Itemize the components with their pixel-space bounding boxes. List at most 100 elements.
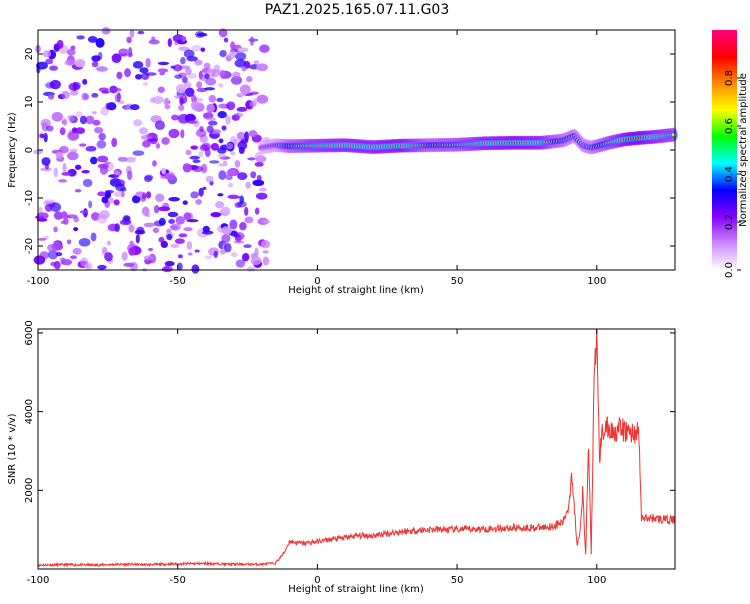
noise-blob — [177, 254, 183, 259]
y-tick-label: 6000 — [24, 320, 35, 345]
noise-blob — [168, 218, 175, 224]
noise-blob — [106, 240, 111, 246]
noise-blob — [168, 128, 180, 139]
noise-blob — [211, 69, 220, 78]
noise-blob — [50, 202, 62, 212]
noise-blob — [226, 142, 234, 150]
noise-blob — [37, 237, 47, 241]
noise-blob — [72, 127, 78, 133]
noise-blob — [101, 196, 109, 204]
noise-blob — [45, 125, 54, 132]
noise-blob — [91, 93, 99, 98]
noise-blob — [140, 134, 153, 140]
y-tick-label: 4000 — [24, 399, 35, 424]
noise-blob — [200, 47, 206, 52]
noise-blob — [79, 143, 87, 147]
noise-blob — [170, 65, 176, 69]
x-tick-label: 0 — [314, 276, 320, 287]
noise-blob — [91, 61, 99, 68]
noise-blob — [218, 83, 224, 88]
noise-blob — [139, 67, 149, 74]
noise-blob — [97, 163, 109, 169]
noise-blob — [195, 199, 202, 205]
noise-blob — [85, 115, 95, 125]
noise-blob — [111, 137, 118, 148]
noise-blob — [168, 196, 180, 202]
noise-blob — [96, 66, 108, 72]
noise-blob — [72, 247, 82, 255]
noise-blob — [133, 119, 143, 127]
noise-blob — [244, 206, 249, 217]
noise-blob — [174, 94, 186, 99]
snr-x-label: Height of straight line (km) — [288, 584, 424, 595]
noise-blob — [40, 118, 51, 128]
noise-blob — [192, 159, 201, 164]
noise-blob — [184, 81, 192, 88]
noise-blob — [120, 191, 125, 198]
noise-blob — [247, 157, 256, 161]
noise-blob — [246, 266, 256, 272]
spectrogram-x-ticks: -100 -50 0 50 100 — [27, 30, 606, 287]
noise-blob — [74, 188, 82, 193]
snr-series-line — [37, 328, 675, 568]
noise-blob — [145, 191, 152, 199]
noise-blob — [248, 130, 258, 138]
noise-blob — [145, 57, 151, 68]
noise-blob — [119, 48, 130, 54]
noise-blob — [85, 145, 97, 152]
x-tick-label: -100 — [27, 276, 50, 287]
noise-blob — [210, 211, 222, 218]
noise-blob — [61, 171, 72, 176]
spectrogram-x-label: Height of straight line (km) — [288, 285, 424, 296]
noise-blob — [69, 148, 78, 153]
noise-blob — [137, 30, 145, 35]
snr-frame — [37, 328, 676, 570]
noise-blob — [202, 225, 210, 233]
noise-blob — [237, 47, 249, 53]
noise-blob — [126, 170, 133, 181]
noise-blob — [74, 59, 86, 68]
noise-blob — [175, 216, 186, 225]
noise-blob — [66, 48, 76, 56]
noise-blob — [164, 173, 175, 180]
x-tick-label: -50 — [170, 276, 186, 287]
noise-blob — [130, 104, 140, 111]
noise-blob — [237, 172, 248, 181]
noise-blob — [259, 187, 267, 192]
noise-blob — [164, 265, 170, 272]
noise-blob — [241, 65, 247, 72]
noise-blob — [67, 131, 80, 141]
noise-blob — [243, 244, 252, 249]
noise-blob — [253, 60, 260, 65]
noise-blob — [49, 65, 59, 71]
noise-blob — [200, 163, 208, 174]
x-tick-label: -100 — [27, 575, 50, 586]
noise-blob — [244, 131, 249, 142]
noise-blob — [59, 127, 66, 136]
noise-blob — [221, 226, 233, 235]
noise-blob — [185, 67, 192, 75]
noise-blob — [132, 150, 145, 156]
noise-blob — [49, 79, 61, 90]
noise-blob — [228, 51, 236, 60]
noise-blob — [167, 38, 173, 47]
snr-y-label: SNR (10 * v/v) — [7, 413, 18, 484]
noise-blob — [148, 39, 160, 45]
noise-blob — [178, 104, 185, 111]
noise-blob — [246, 76, 253, 83]
noise-blob — [40, 167, 52, 172]
noise-blob — [217, 111, 227, 119]
snr-panel: -100 -50 0 50 100 2000 4000 6000 Height of str… — [7, 320, 676, 595]
noise-blob — [204, 73, 210, 80]
noise-blob — [252, 179, 265, 186]
noise-blob — [160, 240, 168, 249]
noise-blob — [141, 192, 147, 199]
noise-blob — [101, 90, 110, 94]
noise-blob — [121, 251, 128, 261]
x-tick-label: 100 — [587, 276, 606, 287]
noise-blob — [244, 216, 254, 224]
noise-blob — [76, 35, 85, 40]
noise-blob — [217, 193, 224, 197]
noise-blob — [199, 126, 204, 132]
noise-blob — [181, 35, 187, 42]
